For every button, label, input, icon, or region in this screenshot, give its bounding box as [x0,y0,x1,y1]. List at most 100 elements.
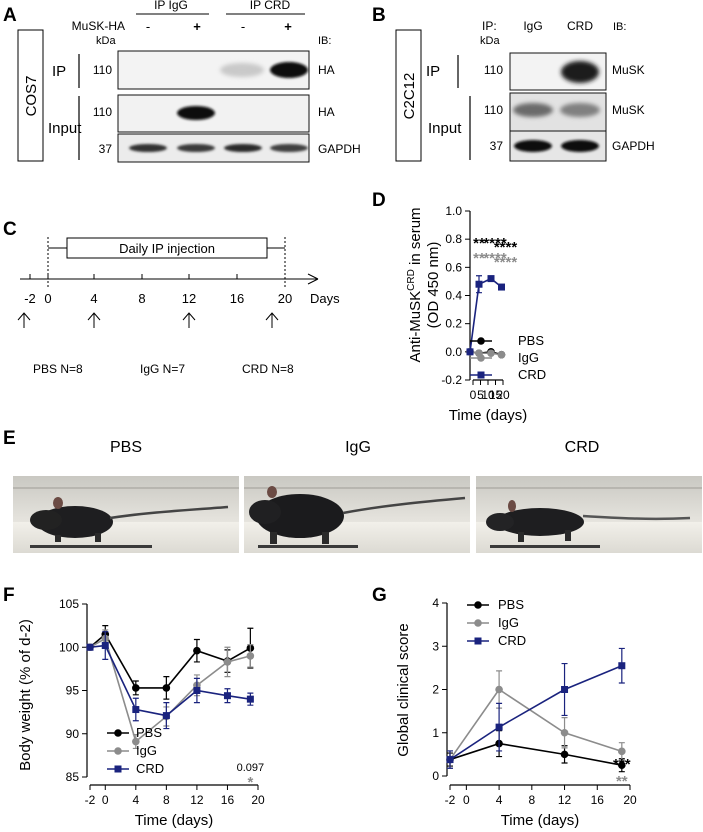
x-tick-label: 12 [190,793,204,807]
data-point-pbs [560,750,569,759]
data-point-igg [132,737,140,746]
x-tick-label: 4 [132,793,139,807]
blot-b-input-gapdh [509,130,607,162]
x-tick-label: 15 [489,388,503,402]
series-line-igg [469,351,502,356]
d-ylabel-part1: Anti-MuSK [407,291,424,363]
d-ylabel: Anti-MuSKCRD in serum [406,207,424,362]
data-point-crd [495,723,503,731]
group-igg-n: IgG N=7 [140,362,185,376]
blot-a-input-ha [117,94,310,133]
x-tick-label: 12 [558,793,572,807]
ib-label: IB: [318,35,331,47]
y-tick-label: 0.8 [445,232,462,246]
kda-label-b: kDa [480,35,500,47]
injection-label: Daily IP injection [119,241,215,256]
ip-header-label: IP: [482,19,497,33]
legend-marker-crd [477,371,485,379]
lane-label-crd: CRD [567,19,593,33]
y-tick-label: 0.4 [445,289,462,303]
panel-letter-c: C [3,219,17,240]
y-tick-label: 1 [432,726,439,740]
legend-marker-crd [114,765,122,773]
marker-110-input: 110 [93,105,112,119]
panel-f: F Body weight (% of d-2) 85 90 95 100 105 -2 0… [3,585,265,829]
data-point-pbs [618,761,626,769]
blot-label-musk-input: MuSK [612,103,645,117]
blot-a-input-gapdh [117,133,310,163]
panel-d: D Anti-MuSKCRD in serum (OD 450 nm) -0.2… [372,190,546,424]
legend-marker-pbs [114,729,122,737]
timeline-days-label: Days [310,291,340,306]
panel-letter-f: F [3,585,15,606]
photo-label-pbs: PBS [110,439,142,456]
significance-top: ** [473,235,485,252]
blot-label-gapdh-b: GAPDH [612,139,655,153]
sign-lane-2: + [193,19,201,34]
y-tick-label: 0.2 [445,317,462,331]
photo-label-igg: IgG [345,439,371,456]
row-label-input: Input [48,120,82,137]
data-point-crd [223,692,231,700]
cell-line-label-b: C2C12 [401,73,418,120]
timeline-tick-16: 16 [230,291,244,306]
data-point-crd [498,283,505,291]
significance-bottom: **** [494,254,518,271]
x-tick-label: 20 [251,793,265,807]
data-point-igg [618,747,626,756]
data-point-crd [86,643,94,651]
timeline-tick-0: 0 [44,291,51,306]
x-tick-label: 16 [591,793,605,807]
blot-label-ha-input: HA [318,105,335,119]
x-axis-label: Time (days) [449,407,528,424]
significance-bottom: * [247,774,253,791]
panel-a: A COS7 IP IgG IP CRD MuSK-HA - + - + kDa… [3,0,361,163]
timeline-tick-12: 12 [182,291,196,306]
blot-label-gapdh: GAPDH [318,142,361,156]
legend-marker-igg [114,747,122,755]
series-line-crd [89,644,251,717]
x-tick-label: 8 [163,793,170,807]
y-tick-label: 85 [66,770,80,784]
marker-37-input-b: 37 [490,139,504,153]
x-tick-label: 0 [463,793,470,807]
x-tick-label: -2 [85,793,96,807]
data-point-igg [495,685,503,694]
photo-pbs [13,476,239,553]
musk-ha-label: MuSK-HA [72,19,125,33]
row-label-ip-b: IP [426,63,440,80]
data-point-pbs [162,684,171,692]
sampling-arrows [17,312,279,328]
legend-marker-igg [477,354,485,362]
d-ylabel-sup: CRD [406,269,417,291]
data-point-igg [487,349,495,358]
timeline-tick-4: 4 [90,291,97,306]
significance-top: **** [483,235,507,252]
data-point-crd [101,642,109,650]
legend-label-pbs: PBS [518,333,544,348]
series-line-igg [89,637,251,743]
legend-marker-crd [474,637,482,645]
y-tick-label: 90 [66,727,80,741]
significance-bottom: **** [483,250,507,267]
lane-label-igg: IgG [523,19,542,33]
significance-top: 0.097 [237,762,265,774]
timeline-tick-20: 20 [278,291,292,306]
marker-110-ip: 110 [93,63,112,77]
legend-label-pbs: PBS [136,725,162,740]
series-line-pbs [449,742,622,766]
y-tick-label: 3 [432,639,439,653]
chart-f: 85 90 95 100 105 -2 0 4 8 12 16 20 Time (days) PBS IgG… [59,597,265,829]
panel-letter-b: B [372,5,386,26]
legend-marker-igg [474,619,482,627]
legend-label-crd: CRD [136,761,164,776]
photo-label-crd: CRD [565,439,600,456]
significance-top: **** [494,239,518,256]
data-point-crd [446,756,454,764]
marker-110-input-b: 110 [484,103,503,117]
x-tick-label: 0 [102,793,109,807]
blot-b-ip [509,52,607,91]
sign-lane-1: - [146,19,150,34]
group-label-igg: IP IgG [154,0,188,12]
